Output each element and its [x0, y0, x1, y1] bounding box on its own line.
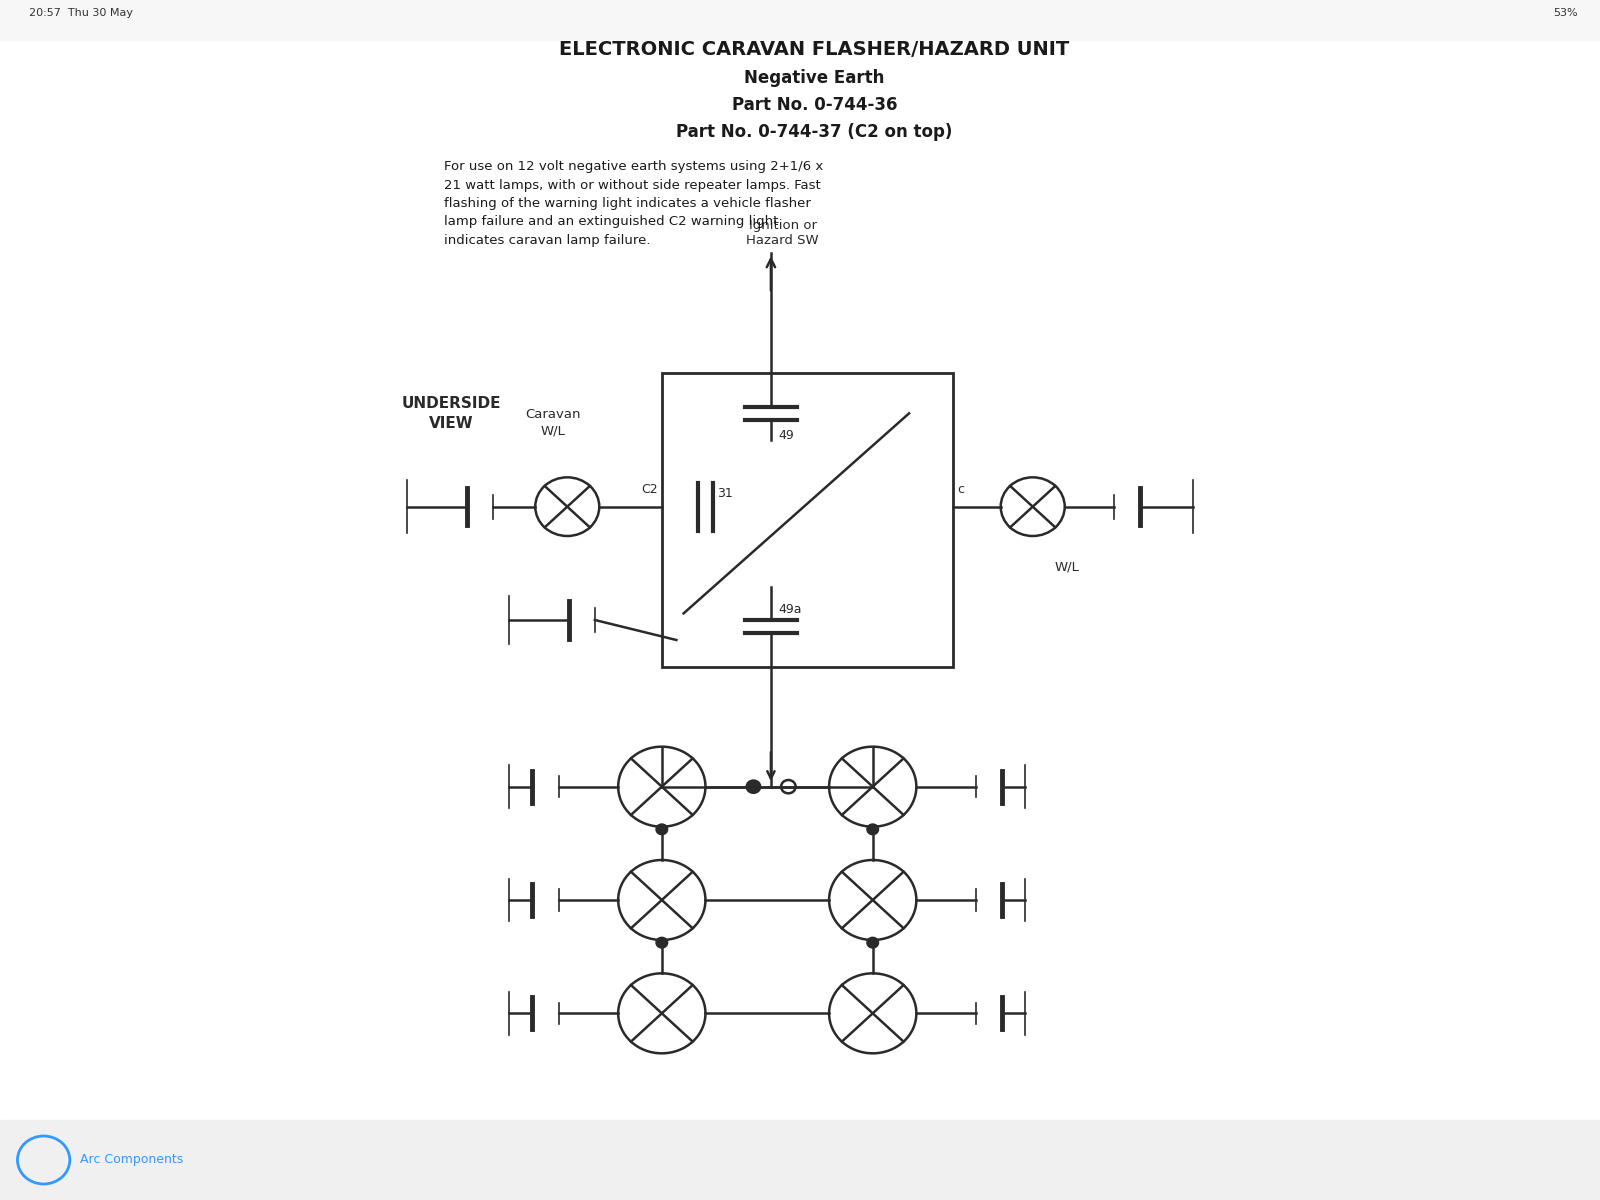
- Circle shape: [746, 780, 760, 793]
- Text: Part No. 0-744-36: Part No. 0-744-36: [731, 96, 898, 114]
- Text: 49: 49: [778, 430, 794, 443]
- Text: C2: C2: [642, 482, 658, 496]
- Text: Arc Components: Arc Components: [80, 1153, 184, 1166]
- Text: Caravan
W/L: Caravan W/L: [525, 408, 581, 437]
- Bar: [0, 1120, 1600, 1200]
- Circle shape: [656, 937, 667, 948]
- Text: c: c: [957, 482, 965, 496]
- Bar: [662, 373, 952, 667]
- Bar: [0, 0, 1600, 40]
- Text: Part No. 0-744-37 (C2 on top): Part No. 0-744-37 (C2 on top): [677, 122, 952, 140]
- Text: ELECTRONIC CARAVAN FLASHER/HAZARD UNIT: ELECTRONIC CARAVAN FLASHER/HAZARD UNIT: [560, 40, 1070, 59]
- Circle shape: [867, 824, 878, 835]
- Text: Negative Earth: Negative Earth: [744, 70, 885, 88]
- Text: 49a: 49a: [778, 602, 802, 616]
- Text: 53%: 53%: [1554, 8, 1578, 18]
- Circle shape: [656, 824, 667, 835]
- Text: 31: 31: [717, 487, 733, 500]
- Text: UNDERSIDE
VIEW: UNDERSIDE VIEW: [402, 396, 501, 431]
- Text: Ignition or
Hazard SW: Ignition or Hazard SW: [746, 218, 819, 247]
- Circle shape: [867, 937, 878, 948]
- Text: W/L: W/L: [1054, 560, 1080, 572]
- Text: 20:57  Thu 30 May: 20:57 Thu 30 May: [29, 8, 133, 18]
- Text: For use on 12 volt negative earth systems using 2+1/6 x
21 watt lamps, with or w: For use on 12 volt negative earth system…: [443, 160, 822, 247]
